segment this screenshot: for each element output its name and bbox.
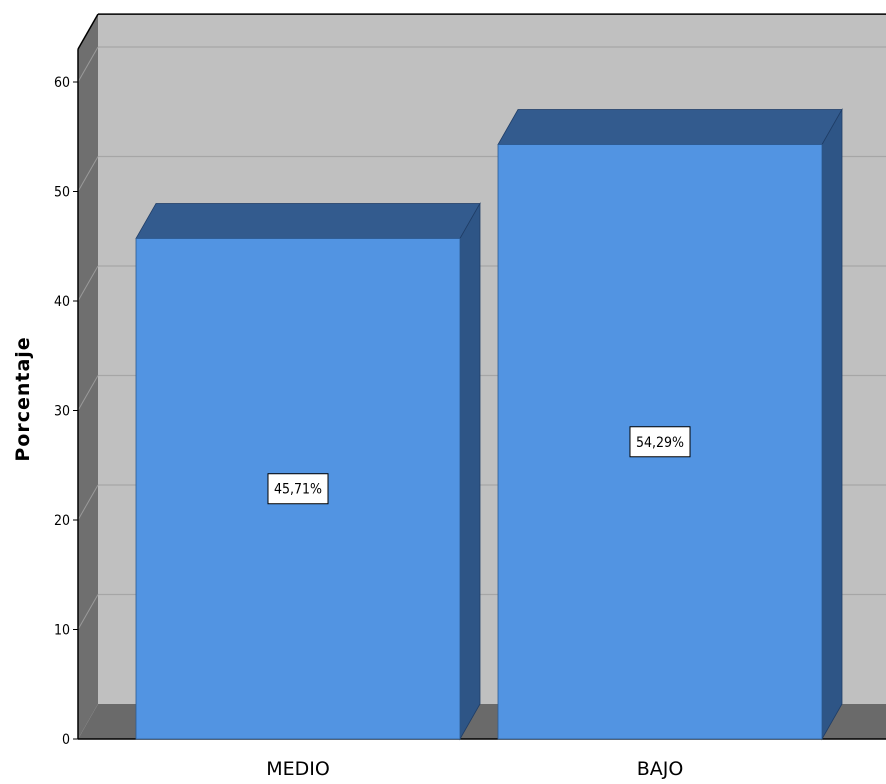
bar-top (135, 203, 481, 239)
gridline-side (77, 375, 99, 411)
gridline-side (77, 156, 99, 192)
y-tick-label: 40 (54, 294, 70, 310)
bar-side (821, 108, 843, 741)
bar-top (497, 109, 843, 145)
y-axis-label: Porcentaje (12, 336, 34, 461)
y-tick-label: 30 (54, 404, 70, 420)
data-label: 54,29% (636, 435, 684, 451)
y-tick-label: 60 (54, 75, 70, 91)
labels: 45,71% MEDIO 54,29% BAJO (266, 426, 691, 780)
data-label: 45,71% (274, 482, 322, 498)
y-tick-label: 20 (54, 513, 70, 529)
y-tick-label: 50 (54, 185, 70, 201)
side-wall (78, 14, 98, 739)
data-label-box (629, 426, 691, 458)
bar-side (459, 201, 481, 741)
x-tick-label: BAJO (637, 758, 684, 780)
gridline-side (77, 594, 99, 630)
side-wall-top-edge (77, 13, 99, 50)
gridline-side (77, 265, 99, 302)
x-tick-label: MEDIO (266, 758, 330, 780)
gridline-side (77, 46, 99, 83)
gridline-side (77, 484, 99, 521)
y-tick-label: 0 (62, 732, 70, 748)
data-label-box (267, 473, 329, 505)
y-tick-label: 10 (54, 623, 70, 639)
